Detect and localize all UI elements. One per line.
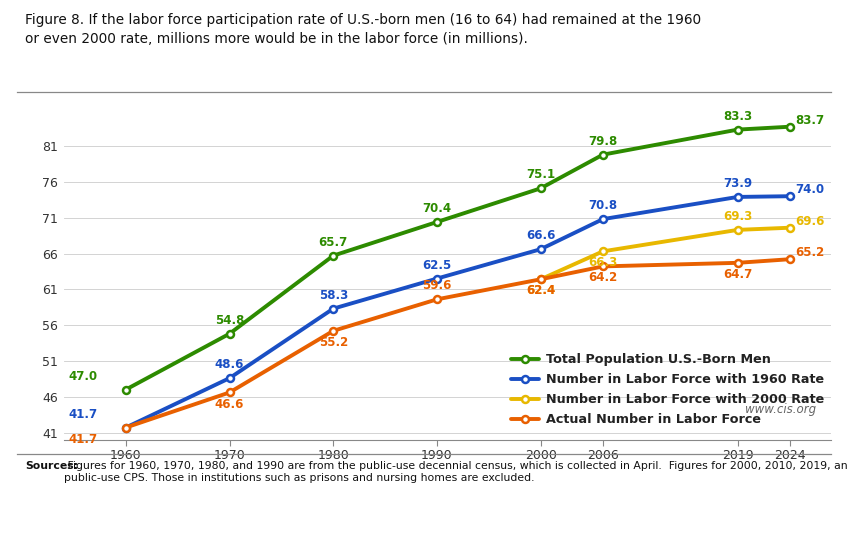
Total Population U.S.-Born Men bbox=[536, 185, 546, 191]
Actual Number in Labor Force bbox=[598, 263, 608, 270]
Text: 69.6: 69.6 bbox=[795, 215, 824, 228]
Text: 69.3: 69.3 bbox=[723, 210, 752, 223]
Text: 64.7: 64.7 bbox=[723, 268, 752, 281]
Text: 83.3: 83.3 bbox=[723, 110, 752, 123]
Number in Labor Force with 1960 Rate bbox=[225, 375, 235, 381]
Actual Number in Labor Force bbox=[225, 389, 235, 395]
Number in Labor Force with 1960 Rate bbox=[432, 276, 442, 282]
Number in Labor Force with 1960 Rate bbox=[733, 193, 743, 200]
Actual Number in Labor Force bbox=[536, 276, 546, 282]
Text: 70.4: 70.4 bbox=[422, 202, 451, 215]
Number in Labor Force with 2000 Rate bbox=[598, 248, 608, 255]
Actual Number in Labor Force bbox=[328, 328, 338, 334]
Number in Labor Force with 1960 Rate bbox=[536, 246, 546, 253]
Text: 47.0: 47.0 bbox=[69, 370, 98, 383]
Text: 62.5: 62.5 bbox=[422, 259, 452, 272]
Number in Labor Force with 1960 Rate bbox=[120, 424, 131, 431]
Text: www.cis.org: www.cis.org bbox=[745, 402, 816, 416]
Actual Number in Labor Force bbox=[733, 260, 743, 266]
Text: 62.4: 62.4 bbox=[526, 284, 555, 297]
Total Population U.S.-Born Men bbox=[432, 219, 442, 225]
Text: 48.6: 48.6 bbox=[215, 358, 244, 371]
Total Population U.S.-Born Men bbox=[225, 330, 235, 337]
Text: 79.8: 79.8 bbox=[589, 135, 617, 148]
Line: Number in Labor Force with 1960 Rate: Number in Labor Force with 1960 Rate bbox=[122, 193, 793, 431]
Text: 41.7: 41.7 bbox=[69, 433, 98, 446]
Text: 83.7: 83.7 bbox=[795, 114, 824, 127]
Text: 54.8: 54.8 bbox=[215, 314, 244, 327]
Actual Number in Labor Force bbox=[432, 296, 442, 303]
Number in Labor Force with 2000 Rate bbox=[536, 276, 546, 282]
Line: Total Population U.S.-Born Men: Total Population U.S.-Born Men bbox=[122, 123, 793, 393]
Total Population U.S.-Born Men bbox=[328, 253, 338, 259]
Legend: Total Population U.S.-Born Men, Number in Labor Force with 1960 Rate, Number in : Total Population U.S.-Born Men, Number i… bbox=[510, 353, 824, 426]
Text: Sources:: Sources: bbox=[25, 461, 79, 471]
Actual Number in Labor Force bbox=[784, 256, 795, 262]
Total Population U.S.-Born Men bbox=[120, 386, 131, 393]
Total Population U.S.-Born Men bbox=[784, 124, 795, 130]
Number in Labor Force with 1960 Rate bbox=[328, 305, 338, 312]
Line: Number in Labor Force with 2000 Rate: Number in Labor Force with 2000 Rate bbox=[537, 224, 793, 283]
Total Population U.S.-Born Men bbox=[598, 151, 608, 158]
Number in Labor Force with 2000 Rate bbox=[784, 224, 795, 231]
Text: 75.1: 75.1 bbox=[526, 168, 555, 181]
Text: 41.7: 41.7 bbox=[69, 408, 98, 421]
Text: 73.9: 73.9 bbox=[723, 177, 752, 190]
Text: Figure 8. If the labor force participation rate of U.S.-born men (16 to 64) had : Figure 8. If the labor force participati… bbox=[25, 13, 701, 46]
Text: 66.6: 66.6 bbox=[526, 229, 555, 243]
Text: Figures for 1960, 1970, 1980, and 1990 are from the public-use decennial census,: Figures for 1960, 1970, 1980, and 1990 a… bbox=[64, 461, 848, 483]
Text: 65.2: 65.2 bbox=[795, 246, 824, 259]
Total Population U.S.-Born Men bbox=[733, 126, 743, 133]
Text: 59.6: 59.6 bbox=[422, 279, 452, 293]
Number in Labor Force with 2000 Rate bbox=[733, 227, 743, 233]
Number in Labor Force with 1960 Rate bbox=[598, 216, 608, 222]
Text: 74.0: 74.0 bbox=[795, 183, 824, 196]
Text: 70.8: 70.8 bbox=[589, 199, 617, 212]
Text: 58.3: 58.3 bbox=[319, 289, 348, 302]
Text: 46.6: 46.6 bbox=[215, 398, 244, 410]
Text: 66.3: 66.3 bbox=[589, 256, 617, 269]
Text: 55.2: 55.2 bbox=[319, 336, 348, 349]
Text: 64.2: 64.2 bbox=[589, 271, 617, 285]
Actual Number in Labor Force bbox=[120, 424, 131, 431]
Text: 62.4: 62.4 bbox=[526, 284, 555, 297]
Text: 65.7: 65.7 bbox=[319, 236, 348, 249]
Line: Actual Number in Labor Force: Actual Number in Labor Force bbox=[122, 256, 793, 431]
Number in Labor Force with 1960 Rate bbox=[784, 193, 795, 199]
